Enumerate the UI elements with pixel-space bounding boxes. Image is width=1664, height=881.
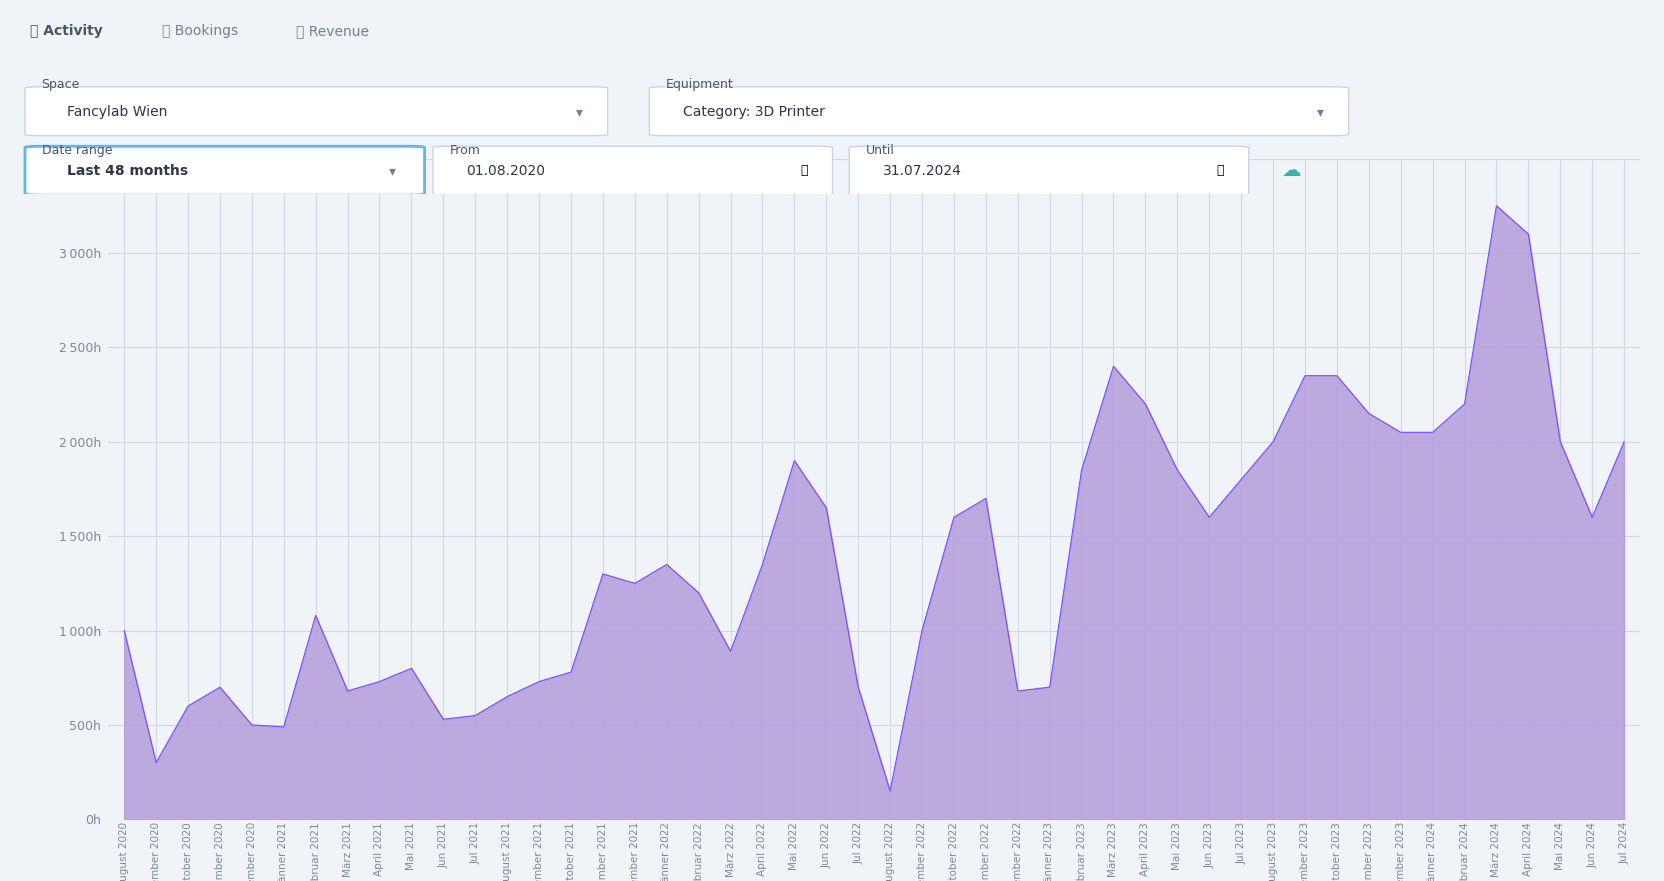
Text: Date range: Date range <box>42 144 111 157</box>
Text: Equipment: Equipment <box>666 78 734 91</box>
FancyBboxPatch shape <box>849 146 1248 195</box>
Text: 📅: 📅 <box>799 164 807 177</box>
Text: 💰 Revenue: 💰 Revenue <box>296 24 369 38</box>
Text: Space: Space <box>42 78 80 91</box>
Text: Fancylab Wien: Fancylab Wien <box>67 105 166 119</box>
Text: ☁: ☁ <box>1281 161 1301 181</box>
Text: ▾: ▾ <box>1316 105 1323 119</box>
Text: 31.07.2024: 31.07.2024 <box>882 164 960 178</box>
FancyBboxPatch shape <box>433 146 832 195</box>
Text: ▾: ▾ <box>576 105 582 119</box>
Text: 📅 Bookings: 📅 Bookings <box>161 24 238 38</box>
FancyBboxPatch shape <box>649 86 1348 136</box>
FancyBboxPatch shape <box>25 146 424 195</box>
Text: From: From <box>449 144 481 157</box>
Text: ▾: ▾ <box>389 164 396 178</box>
Text: Until: Until <box>865 144 894 157</box>
Text: Last 48 months: Last 48 months <box>67 164 188 178</box>
Text: 📊 Activity: 📊 Activity <box>30 24 103 38</box>
Text: Category: 3D Printer: Category: 3D Printer <box>682 105 824 119</box>
Text: 01.08.2020: 01.08.2020 <box>466 164 544 178</box>
FancyBboxPatch shape <box>25 86 607 136</box>
Text: 📅: 📅 <box>1215 164 1223 177</box>
